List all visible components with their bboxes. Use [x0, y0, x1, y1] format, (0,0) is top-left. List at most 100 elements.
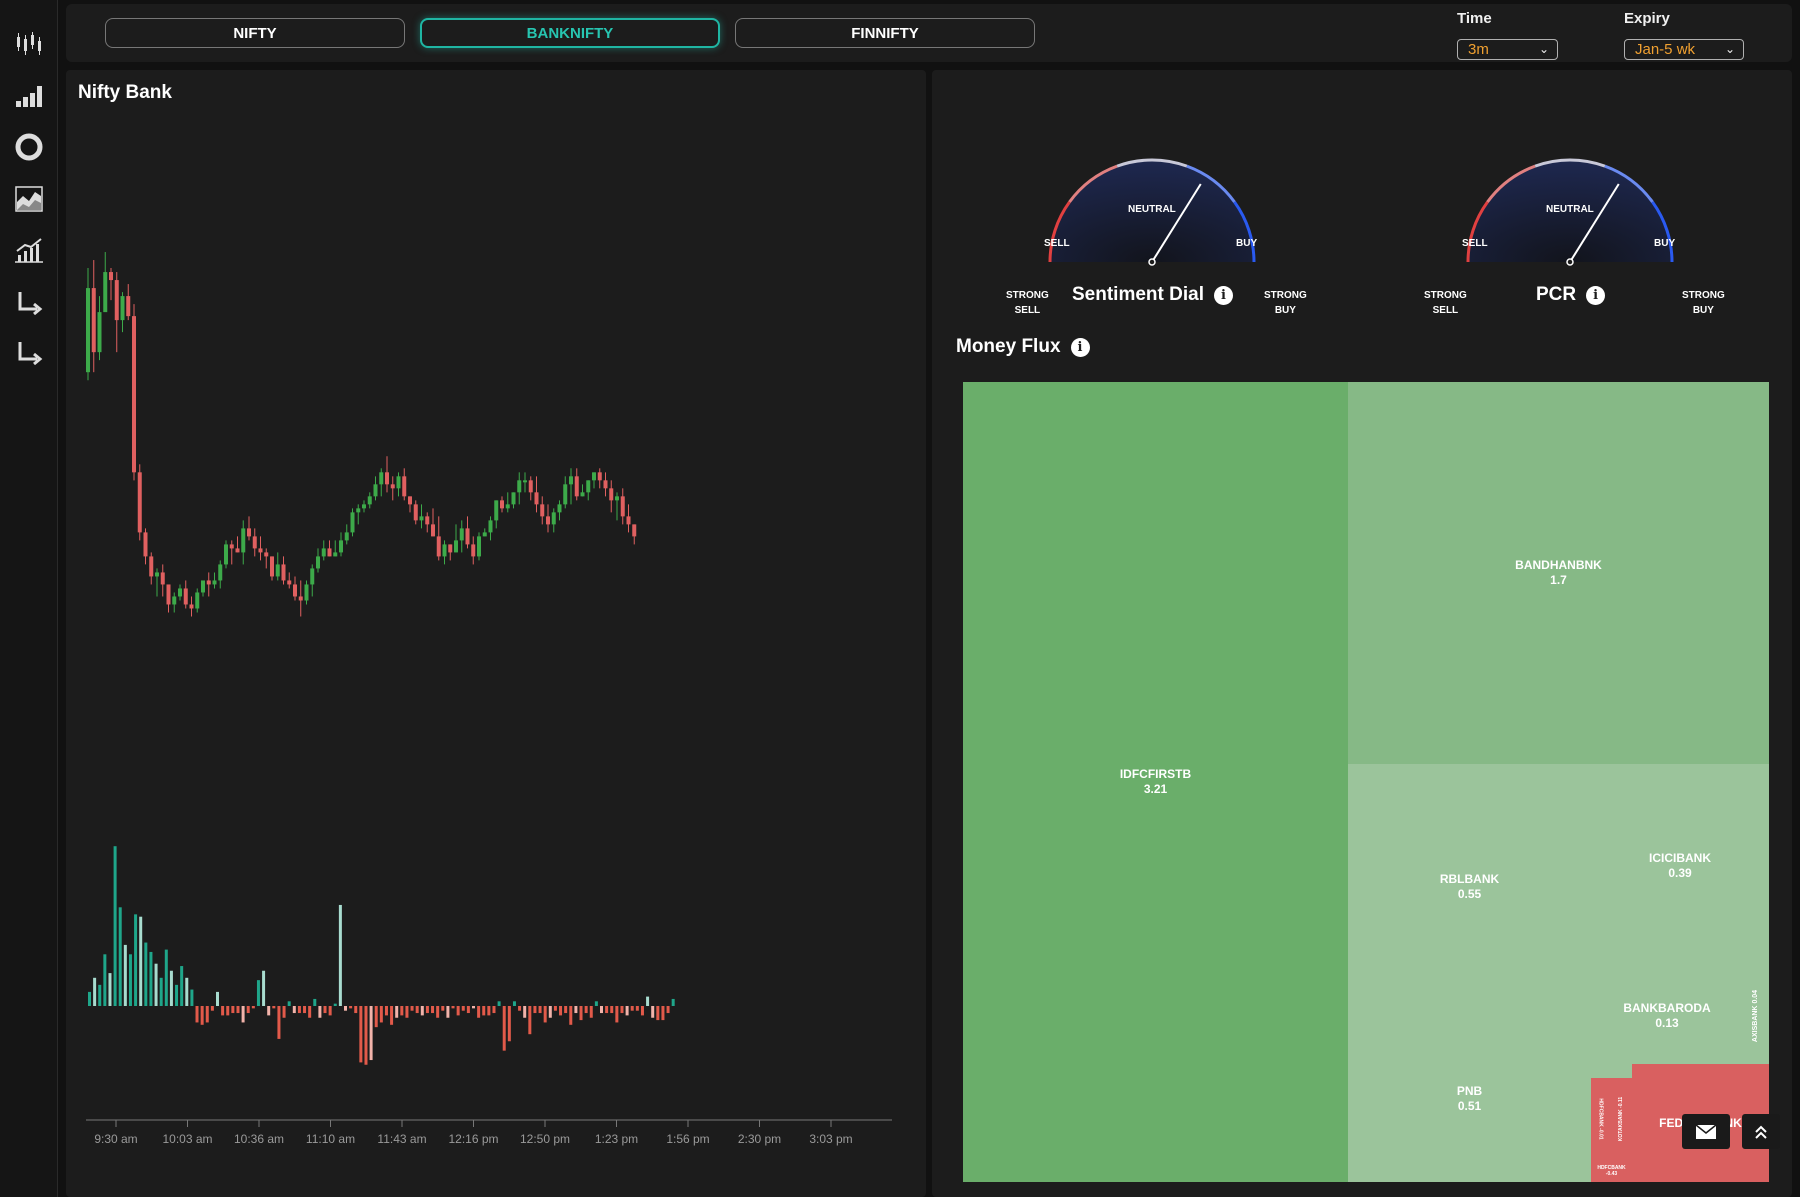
treemap-tile[interactable]: HDFCBANK -0.43 [1591, 1160, 1632, 1182]
price-chart-panel: Nifty Bank 9:30 am 10:03 am 10:36 am 11:10 … [66, 70, 926, 1197]
candle [137, 472, 142, 533]
candle [465, 528, 470, 545]
volume-bar [323, 1006, 327, 1014]
candle [264, 552, 269, 557]
treemap-tile[interactable]: BANKBARODA 0.13 [1591, 967, 1743, 1064]
area-chart-icon[interactable] [13, 183, 45, 215]
corner-arrow-icon[interactable] [13, 336, 45, 368]
volume-bar [436, 1006, 440, 1018]
treemap-tile[interactable]: AXISBANK 0.04 [1743, 967, 1769, 1064]
tab-nifty[interactable]: NIFTY [105, 18, 405, 48]
candle [258, 548, 263, 553]
volume-bar [364, 1006, 368, 1065]
gauge-zone-label-strong-sell: STRONG SELL [1424, 290, 1467, 316]
candle [362, 504, 366, 509]
bar-chart-icon[interactable] [13, 80, 45, 112]
info-icon[interactable]: i [1213, 285, 1233, 305]
volume-bar [359, 1006, 363, 1063]
volume-bar [246, 1006, 250, 1014]
gauge-segment [1466, 201, 1489, 263]
candlestick-chart[interactable]: 9:30 am 10:03 am 10:36 am 11:10 am 11:43 am 1… [66, 70, 926, 1150]
time-select[interactable]: 3m ⌄ [1457, 39, 1558, 60]
tile-value: -0.11 [1618, 1096, 1625, 1108]
sentiment-dial-label: Sentiment Dial [1072, 284, 1204, 305]
volume-bar [384, 1006, 388, 1016]
volume-bar [303, 1006, 307, 1014]
tile-name: KOTAKBANK [1618, 1109, 1625, 1142]
volume-bar [564, 1006, 568, 1014]
corner-arrow-icon[interactable] [13, 286, 45, 318]
x-tick-label: 1:56 pm [666, 1132, 709, 1146]
donut-chart-icon[interactable] [13, 131, 45, 163]
volume-bar [620, 1006, 624, 1014]
volume-bar [640, 1006, 644, 1016]
time-select-value: 3m [1468, 41, 1489, 58]
volume-bar [600, 1006, 603, 1014]
candle [494, 500, 499, 521]
info-icon[interactable]: i [1586, 285, 1606, 305]
sentiment-dial: STRONG SELL SELL NEUTRAL BUY STRONG BUY [992, 130, 1312, 340]
volume-bar [108, 973, 112, 1006]
info-icon[interactable]: i [1070, 337, 1090, 357]
volume-bar [379, 1006, 383, 1023]
volume-bar [584, 1006, 588, 1014]
treemap-tile[interactable]: RBLBANK 0.55 PNB 0.51 [1348, 764, 1591, 1182]
treemap-tile[interactable] [1591, 1064, 1632, 1078]
candle [218, 564, 223, 581]
candle [178, 588, 182, 597]
volume-bar [497, 1001, 501, 1006]
candle [373, 484, 378, 497]
gauge-zone-label-buy: BUY [1236, 238, 1258, 249]
volume-bar [405, 1006, 409, 1018]
volume-bar [477, 1006, 481, 1018]
mail-button[interactable] [1682, 1114, 1730, 1149]
gauge-segment [1048, 201, 1071, 263]
candlestick-chart-icon[interactable] [13, 28, 45, 60]
candle [408, 496, 412, 505]
treemap-tile[interactable]: IDFCFIRSTB 3.21 [963, 382, 1348, 1182]
volume-bar [216, 991, 219, 1006]
candle [160, 572, 165, 585]
tab-banknifty[interactable]: BANKNIFTY [420, 18, 720, 48]
volume-bar [175, 984, 179, 1006]
candle [310, 568, 315, 585]
volume-bar [666, 1006, 670, 1014]
volume-bar [159, 977, 163, 1006]
candle [471, 544, 476, 557]
volume-bar [190, 989, 194, 1006]
candle [431, 524, 435, 537]
treemap-tile[interactable]: ICICIBANK 0.39 [1591, 764, 1769, 967]
expiry-select[interactable]: Jan-5 wk ⌄ [1624, 39, 1744, 60]
candle [304, 584, 309, 601]
growth-chart-icon[interactable] [13, 234, 45, 266]
volume-bar [487, 1006, 491, 1016]
treemap-tile[interactable]: KOTAKBANK -0.11 [1611, 1078, 1632, 1160]
gauge-zone-label-neutral: NEUTRAL [1546, 204, 1594, 215]
candle [505, 504, 510, 509]
volume-bar [400, 1006, 404, 1016]
volume-bar [195, 1006, 199, 1023]
candle [609, 488, 614, 501]
tab-finnifty[interactable]: FINNIFTY [735, 18, 1035, 48]
volume-bar [164, 949, 168, 1006]
treemap-tile[interactable]: HDFCBANK -0.01 [1591, 1078, 1611, 1160]
scroll-top-button[interactable] [1742, 1114, 1780, 1149]
candle [252, 536, 257, 549]
money-flux-label: Money Flux [956, 336, 1061, 357]
x-tick-label: 12:50 pm [520, 1132, 570, 1146]
tile-name: ICICIBANK [1649, 850, 1711, 865]
candle [477, 536, 481, 557]
volume-bar [559, 1006, 563, 1016]
candle [109, 272, 113, 281]
tile-value: 1.7 [1550, 573, 1567, 587]
candle [523, 480, 527, 483]
tile-value: 0.51 [1457, 1099, 1482, 1113]
volume-bar [615, 1006, 619, 1023]
volume-bar [333, 1003, 337, 1006]
volume-bar [656, 1006, 660, 1021]
tile-name: BANDHANBNK [1515, 558, 1602, 572]
gauge-zone-label-strong-buy: STRONG BUY [1682, 290, 1725, 316]
treemap-tile[interactable]: BANDHANBNK 1.7 [1348, 382, 1769, 764]
volume-bar [441, 1006, 445, 1011]
volume-bar [538, 1006, 542, 1014]
